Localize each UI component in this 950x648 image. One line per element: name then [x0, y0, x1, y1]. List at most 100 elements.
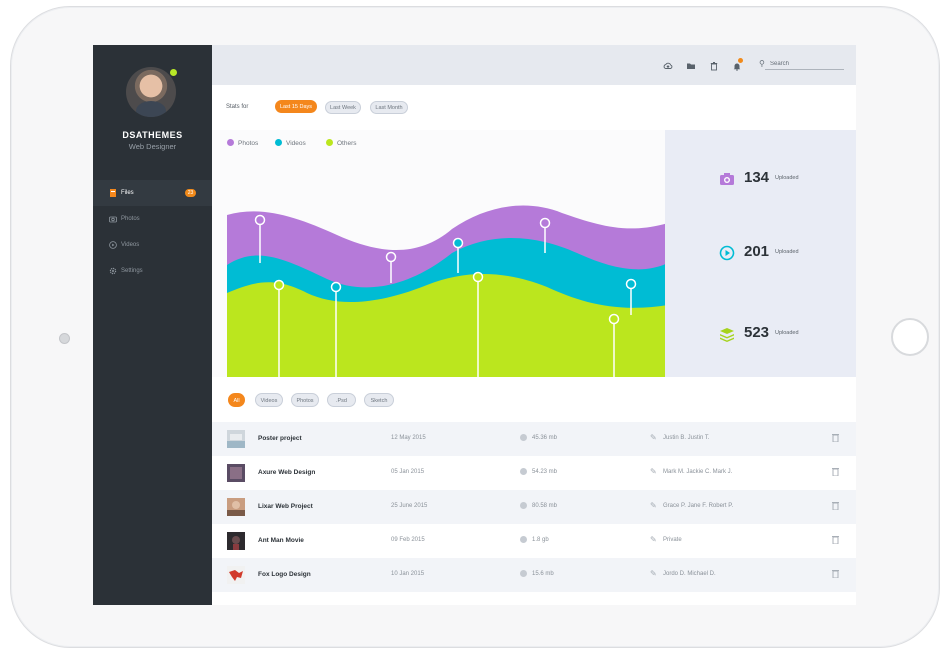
- file-thumbnail: [227, 532, 245, 550]
- file-users: Justin B. Justin T.: [663, 435, 710, 441]
- file-size: 45.36 mb: [532, 435, 558, 441]
- sidebar-item-photos[interactable]: Photos: [93, 206, 212, 232]
- data-point: [539, 217, 551, 229]
- summary-value: 523: [744, 324, 770, 341]
- summary-label: Uploaded: [775, 249, 799, 255]
- stacked-area-chart[interactable]: [227, 205, 668, 377]
- file-icon: [110, 189, 116, 197]
- profile-name: DSATHEMES: [122, 130, 183, 140]
- summary-value: 134: [744, 169, 770, 186]
- files-count-badge: 23: [185, 189, 196, 197]
- file-name: Fox Logo Design: [258, 571, 311, 578]
- search-input[interactable]: [765, 59, 844, 70]
- legend-photos[interactable]: Photos: [227, 139, 258, 147]
- camera-icon: [720, 173, 734, 185]
- pencil-icon: ✎: [650, 501, 657, 510]
- storage-icon: [520, 570, 527, 577]
- range-last-month[interactable]: Last Month: [370, 101, 408, 114]
- play-icon: [109, 241, 117, 249]
- data-point: [608, 313, 620, 325]
- sidebar-item-label: Videos: [121, 242, 140, 248]
- file-row[interactable]: Lixar Web Project 25 June 2015 80.58 mb …: [212, 490, 856, 524]
- filter-photos[interactable]: Photos: [291, 393, 319, 407]
- file-row[interactable]: Ant Man Movie 09 Feb 2015 1.8 gb ✎ Priva…: [212, 524, 856, 558]
- legend-label: Photos: [238, 140, 259, 147]
- storage-icon: [520, 536, 527, 543]
- summary-label: Uploaded: [775, 330, 799, 336]
- range-last-15-days[interactable]: Last 15 Days: [275, 100, 317, 113]
- stats-label: Stats for: [226, 104, 249, 110]
- camera-dot: [59, 333, 70, 344]
- trash-icon[interactable]: [832, 501, 839, 510]
- trash-icon[interactable]: [832, 433, 839, 442]
- file-date: 25 June 2015: [391, 503, 428, 509]
- file-thumbnail: [227, 430, 245, 448]
- pencil-icon: ✎: [650, 535, 657, 544]
- sidebar-item-files[interactable]: Files 23: [93, 180, 212, 206]
- summary-photos: 134 Uploaded: [665, 165, 856, 195]
- sidebar-item-videos[interactable]: Videos: [93, 232, 212, 258]
- file-row[interactable]: Poster project 12 May 2015 45.36 mb ✎ Ju…: [212, 422, 856, 456]
- notification-dot: [738, 58, 743, 63]
- file-size: 54.23 mb: [532, 469, 558, 475]
- trash-icon[interactable]: [832, 467, 839, 476]
- file-thumbnail: [227, 464, 245, 482]
- summary-value: 201: [744, 243, 770, 260]
- file-users: Grace P. Jane F. Robert P.: [663, 503, 734, 509]
- camera-icon: [109, 216, 117, 223]
- legend-label: Others: [337, 140, 357, 147]
- pencil-icon: ✎: [650, 467, 657, 476]
- file-users: Jordo D. Michael D.: [663, 571, 716, 577]
- summary-videos: 201 Uploaded: [665, 239, 856, 269]
- online-status-dot: [170, 69, 177, 76]
- file-users: Private: [663, 537, 682, 543]
- file-date: 12 May 2015: [391, 435, 426, 441]
- summary-others: 523 Uploaded: [665, 320, 856, 350]
- legend-swatch: [326, 139, 333, 146]
- sidebar-item-label: Photos: [121, 216, 140, 222]
- file-thumbnail: [227, 566, 245, 584]
- filter-psd[interactable]: .Psd: [327, 393, 356, 407]
- filter-videos[interactable]: Videos: [255, 393, 283, 407]
- bell-icon[interactable]: [732, 61, 742, 71]
- file-date: 10 Jan 2015: [391, 571, 425, 577]
- pencil-icon: ✎: [650, 433, 657, 442]
- trash-icon[interactable]: [832, 569, 839, 578]
- avatar[interactable]: [126, 67, 176, 117]
- legend-swatch: [227, 139, 234, 146]
- file-name: Ant Man Movie: [258, 537, 304, 544]
- file-row[interactable]: Axure Web Design 05 Jan 2015 54.23 mb ✎ …: [212, 456, 856, 490]
- series-others-area: [227, 273, 668, 377]
- upload-summary-panel: 134 Uploaded 201 Uploaded 523 Uploaded: [665, 130, 856, 377]
- legend-swatch: [275, 139, 282, 146]
- range-last-week[interactable]: Last Week: [325, 101, 361, 114]
- trash-icon[interactable]: [832, 535, 839, 544]
- file-size: 1.8 gb: [532, 537, 549, 543]
- legend-others[interactable]: Others: [326, 139, 357, 147]
- sidebar-item-settings[interactable]: Settings: [93, 258, 212, 284]
- pencil-icon: ✎: [650, 569, 657, 578]
- data-point: [452, 237, 464, 249]
- cloud-upload-icon[interactable]: [663, 61, 673, 71]
- layers-icon: [720, 328, 734, 342]
- file-date: 05 Jan 2015: [391, 469, 425, 475]
- trash-icon[interactable]: [709, 61, 719, 71]
- data-point: [472, 271, 484, 283]
- folder-icon[interactable]: [686, 61, 696, 71]
- app-screen: DSATHEMES Web Designer Files 23 Photos V…: [93, 45, 856, 605]
- sidebar-item-label: Settings: [121, 268, 143, 274]
- profile-role: Web Designer: [128, 142, 177, 151]
- summary-label: Uploaded: [775, 175, 799, 181]
- storage-icon: [520, 434, 527, 441]
- filter-all[interactable]: All: [228, 393, 245, 407]
- file-row[interactable]: Fox Logo Design 10 Jan 2015 15.6 mb ✎ Jo…: [212, 558, 856, 592]
- storage-icon: [520, 502, 527, 509]
- filter-sketch[interactable]: Sketch: [364, 393, 394, 407]
- file-users: Mark M. Jackie C. Mark J.: [663, 469, 733, 475]
- file-name: Poster project: [258, 435, 302, 442]
- legend-videos[interactable]: Videos: [275, 139, 306, 147]
- file-name: Axure Web Design: [258, 469, 316, 476]
- data-point: [625, 278, 637, 290]
- gear-icon: [109, 267, 117, 275]
- search-icon: ⚲: [759, 59, 765, 68]
